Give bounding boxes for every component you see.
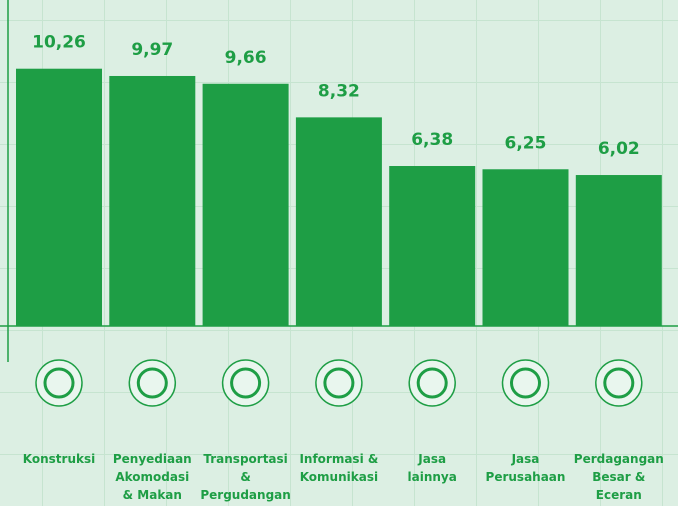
bar	[482, 169, 569, 326]
icon	[501, 359, 550, 407]
x-tick-label: Penyediaan Akomodasi & Makan Minum	[112, 452, 192, 502]
icon-inner	[43, 367, 75, 399]
value-label: 9,97	[131, 40, 173, 60]
x-tick-label: Jasa lainnya	[407, 452, 457, 484]
icon	[221, 359, 270, 407]
bar	[109, 75, 196, 326]
value-label: 10,26	[32, 33, 86, 53]
value-label: 6,25	[505, 133, 547, 153]
icon-inner	[603, 367, 635, 399]
bar	[202, 83, 289, 326]
bar	[389, 166, 476, 326]
value-label: 8,32	[318, 81, 360, 101]
bar	[575, 175, 662, 326]
icon	[315, 359, 363, 407]
icon-inner	[136, 367, 168, 399]
icon	[35, 359, 83, 407]
icon	[128, 359, 177, 407]
icon-inner	[323, 367, 355, 399]
icon-inner	[510, 367, 541, 399]
x-tick-label: Informasi & Komunikasi	[299, 452, 379, 484]
icon-inner	[230, 367, 262, 399]
bar	[16, 68, 102, 327]
x-tick-label: Jasa Perusahaan	[485, 452, 566, 484]
value-label: 9,66	[225, 48, 267, 68]
value-label: 6,02	[598, 139, 640, 159]
icon	[595, 359, 643, 407]
value-label: 6,38	[411, 130, 453, 150]
x-tick-label: Transportasi & Pergudangan	[200, 452, 291, 502]
icon	[408, 359, 456, 407]
x-tick-label: Perdagangan Besar & Eceran	[573, 452, 664, 502]
icon-inner	[416, 367, 448, 399]
x-tick-label: Konstruksi	[22, 452, 96, 466]
bar	[295, 117, 382, 326]
